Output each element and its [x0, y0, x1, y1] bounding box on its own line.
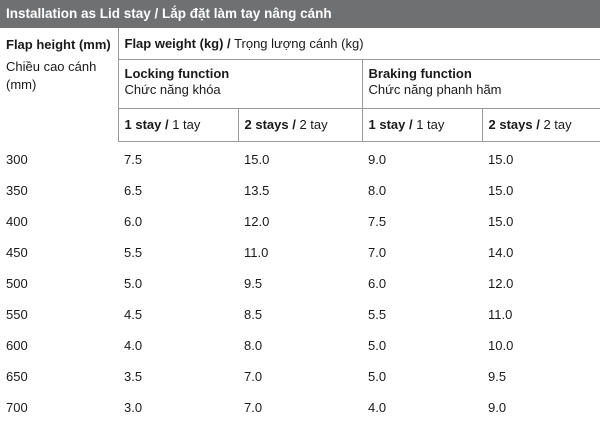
- locking-2-stays-cell: 9.5: [238, 268, 362, 299]
- braking-function-header: Braking function Chức năng phanh hãm: [362, 60, 600, 109]
- flap-weight-label: Flap weight (kg) /: [125, 36, 231, 51]
- flap-height-label-vi: Chiều cao cánh (mm): [6, 58, 118, 94]
- locking-function-label: Locking function: [125, 66, 362, 82]
- braking-function-label: Braking function: [369, 66, 600, 82]
- braking-2-stays-cell: 15.0: [482, 175, 600, 206]
- locking-1-stay-cell: 3.0: [118, 392, 238, 423]
- locking-function-header: Locking function Chức năng khóa: [118, 60, 362, 109]
- locking-2-stays-header: 2 stays / 2 tay: [238, 109, 362, 142]
- locking-2-stays-cell: 7.0: [238, 392, 362, 423]
- locking-1-stay-cell: 4.5: [118, 299, 238, 330]
- locking-1-stay-cell: 3.5: [118, 361, 238, 392]
- locking-1-stay-cell: 5.0: [118, 268, 238, 299]
- braking-2-stays-cell: 15.0: [482, 142, 600, 176]
- flap-height-label: Flap height (mm): [6, 36, 118, 54]
- braking-2-stays-cell: 12.0: [482, 268, 600, 299]
- flap-weight-label-vi: Trọng lượng cánh (kg): [234, 36, 363, 51]
- locking-1-stay-cell: 5.5: [118, 237, 238, 268]
- braking-1-stay-cell: 7.5: [362, 206, 482, 237]
- flap-height-cell: 650: [0, 361, 118, 392]
- stay-count-label: 2 stays /: [245, 117, 296, 132]
- braking-1-stay-header: 1 stay / 1 tay: [362, 109, 482, 142]
- table-title: Installation as Lid stay / Lắp đặt làm t…: [0, 0, 600, 28]
- braking-2-stays-cell: 9.5: [482, 361, 600, 392]
- braking-function-label-vi: Chức năng phanh hãm: [369, 82, 600, 98]
- locking-1-stay-cell: 4.0: [118, 330, 238, 361]
- flap-height-header: Flap height (mm) Chiều cao cánh (mm): [0, 28, 118, 142]
- braking-1-stay-cell: 5.0: [362, 330, 482, 361]
- locking-2-stays-cell: 7.0: [238, 361, 362, 392]
- stay-count-label-vi: 1 tay: [172, 117, 200, 132]
- flap-weight-header: Flap weight (kg) / Trọng lượng cánh (kg): [118, 28, 600, 60]
- locking-2-stays-cell: 12.0: [238, 206, 362, 237]
- braking-1-stay-cell: 9.0: [362, 142, 482, 176]
- stay-count-label-vi: 2 tay: [543, 117, 571, 132]
- flap-height-cell: 400: [0, 206, 118, 237]
- flap-height-cell: 350: [0, 175, 118, 206]
- locking-2-stays-cell: 15.0: [238, 142, 362, 176]
- flap-height-cell: 300: [0, 142, 118, 176]
- braking-1-stay-cell: 5.5: [362, 299, 482, 330]
- flap-height-cell: 700: [0, 392, 118, 423]
- stay-count-label-vi: 2 tay: [299, 117, 327, 132]
- flap-height-cell: 600: [0, 330, 118, 361]
- stay-count-label-vi: 1 tay: [416, 117, 444, 132]
- flap-height-cell: 500: [0, 268, 118, 299]
- stay-count-label: 2 stays /: [489, 117, 540, 132]
- braking-1-stay-cell: 8.0: [362, 175, 482, 206]
- flap-height-cell: 550: [0, 299, 118, 330]
- locking-2-stays-cell: 11.0: [238, 237, 362, 268]
- stay-count-label: 1 stay /: [369, 117, 413, 132]
- locking-1-stay-header: 1 stay / 1 tay: [118, 109, 238, 142]
- stay-count-label: 1 stay /: [125, 117, 169, 132]
- locking-function-label-vi: Chức năng khóa: [125, 82, 362, 98]
- flap-height-cell: 450: [0, 237, 118, 268]
- braking-1-stay-cell: 4.0: [362, 392, 482, 423]
- braking-2-stays-cell: 11.0: [482, 299, 600, 330]
- braking-1-stay-cell: 7.0: [362, 237, 482, 268]
- locking-1-stay-cell: 6.5: [118, 175, 238, 206]
- locking-2-stays-cell: 13.5: [238, 175, 362, 206]
- flap-weight-table: Flap height (mm) Chiều cao cánh (mm) Fla…: [0, 28, 600, 423]
- locking-1-stay-cell: 7.5: [118, 142, 238, 176]
- locking-1-stay-cell: 6.0: [118, 206, 238, 237]
- braking-2-stays-cell: 14.0: [482, 237, 600, 268]
- braking-1-stay-cell: 5.0: [362, 361, 482, 392]
- braking-1-stay-cell: 6.0: [362, 268, 482, 299]
- braking-2-stays-cell: 15.0: [482, 206, 600, 237]
- braking-2-stays-cell: 10.0: [482, 330, 600, 361]
- locking-2-stays-cell: 8.0: [238, 330, 362, 361]
- braking-2-stays-header: 2 stays / 2 tay: [482, 109, 600, 142]
- braking-2-stays-cell: 9.0: [482, 392, 600, 423]
- locking-2-stays-cell: 8.5: [238, 299, 362, 330]
